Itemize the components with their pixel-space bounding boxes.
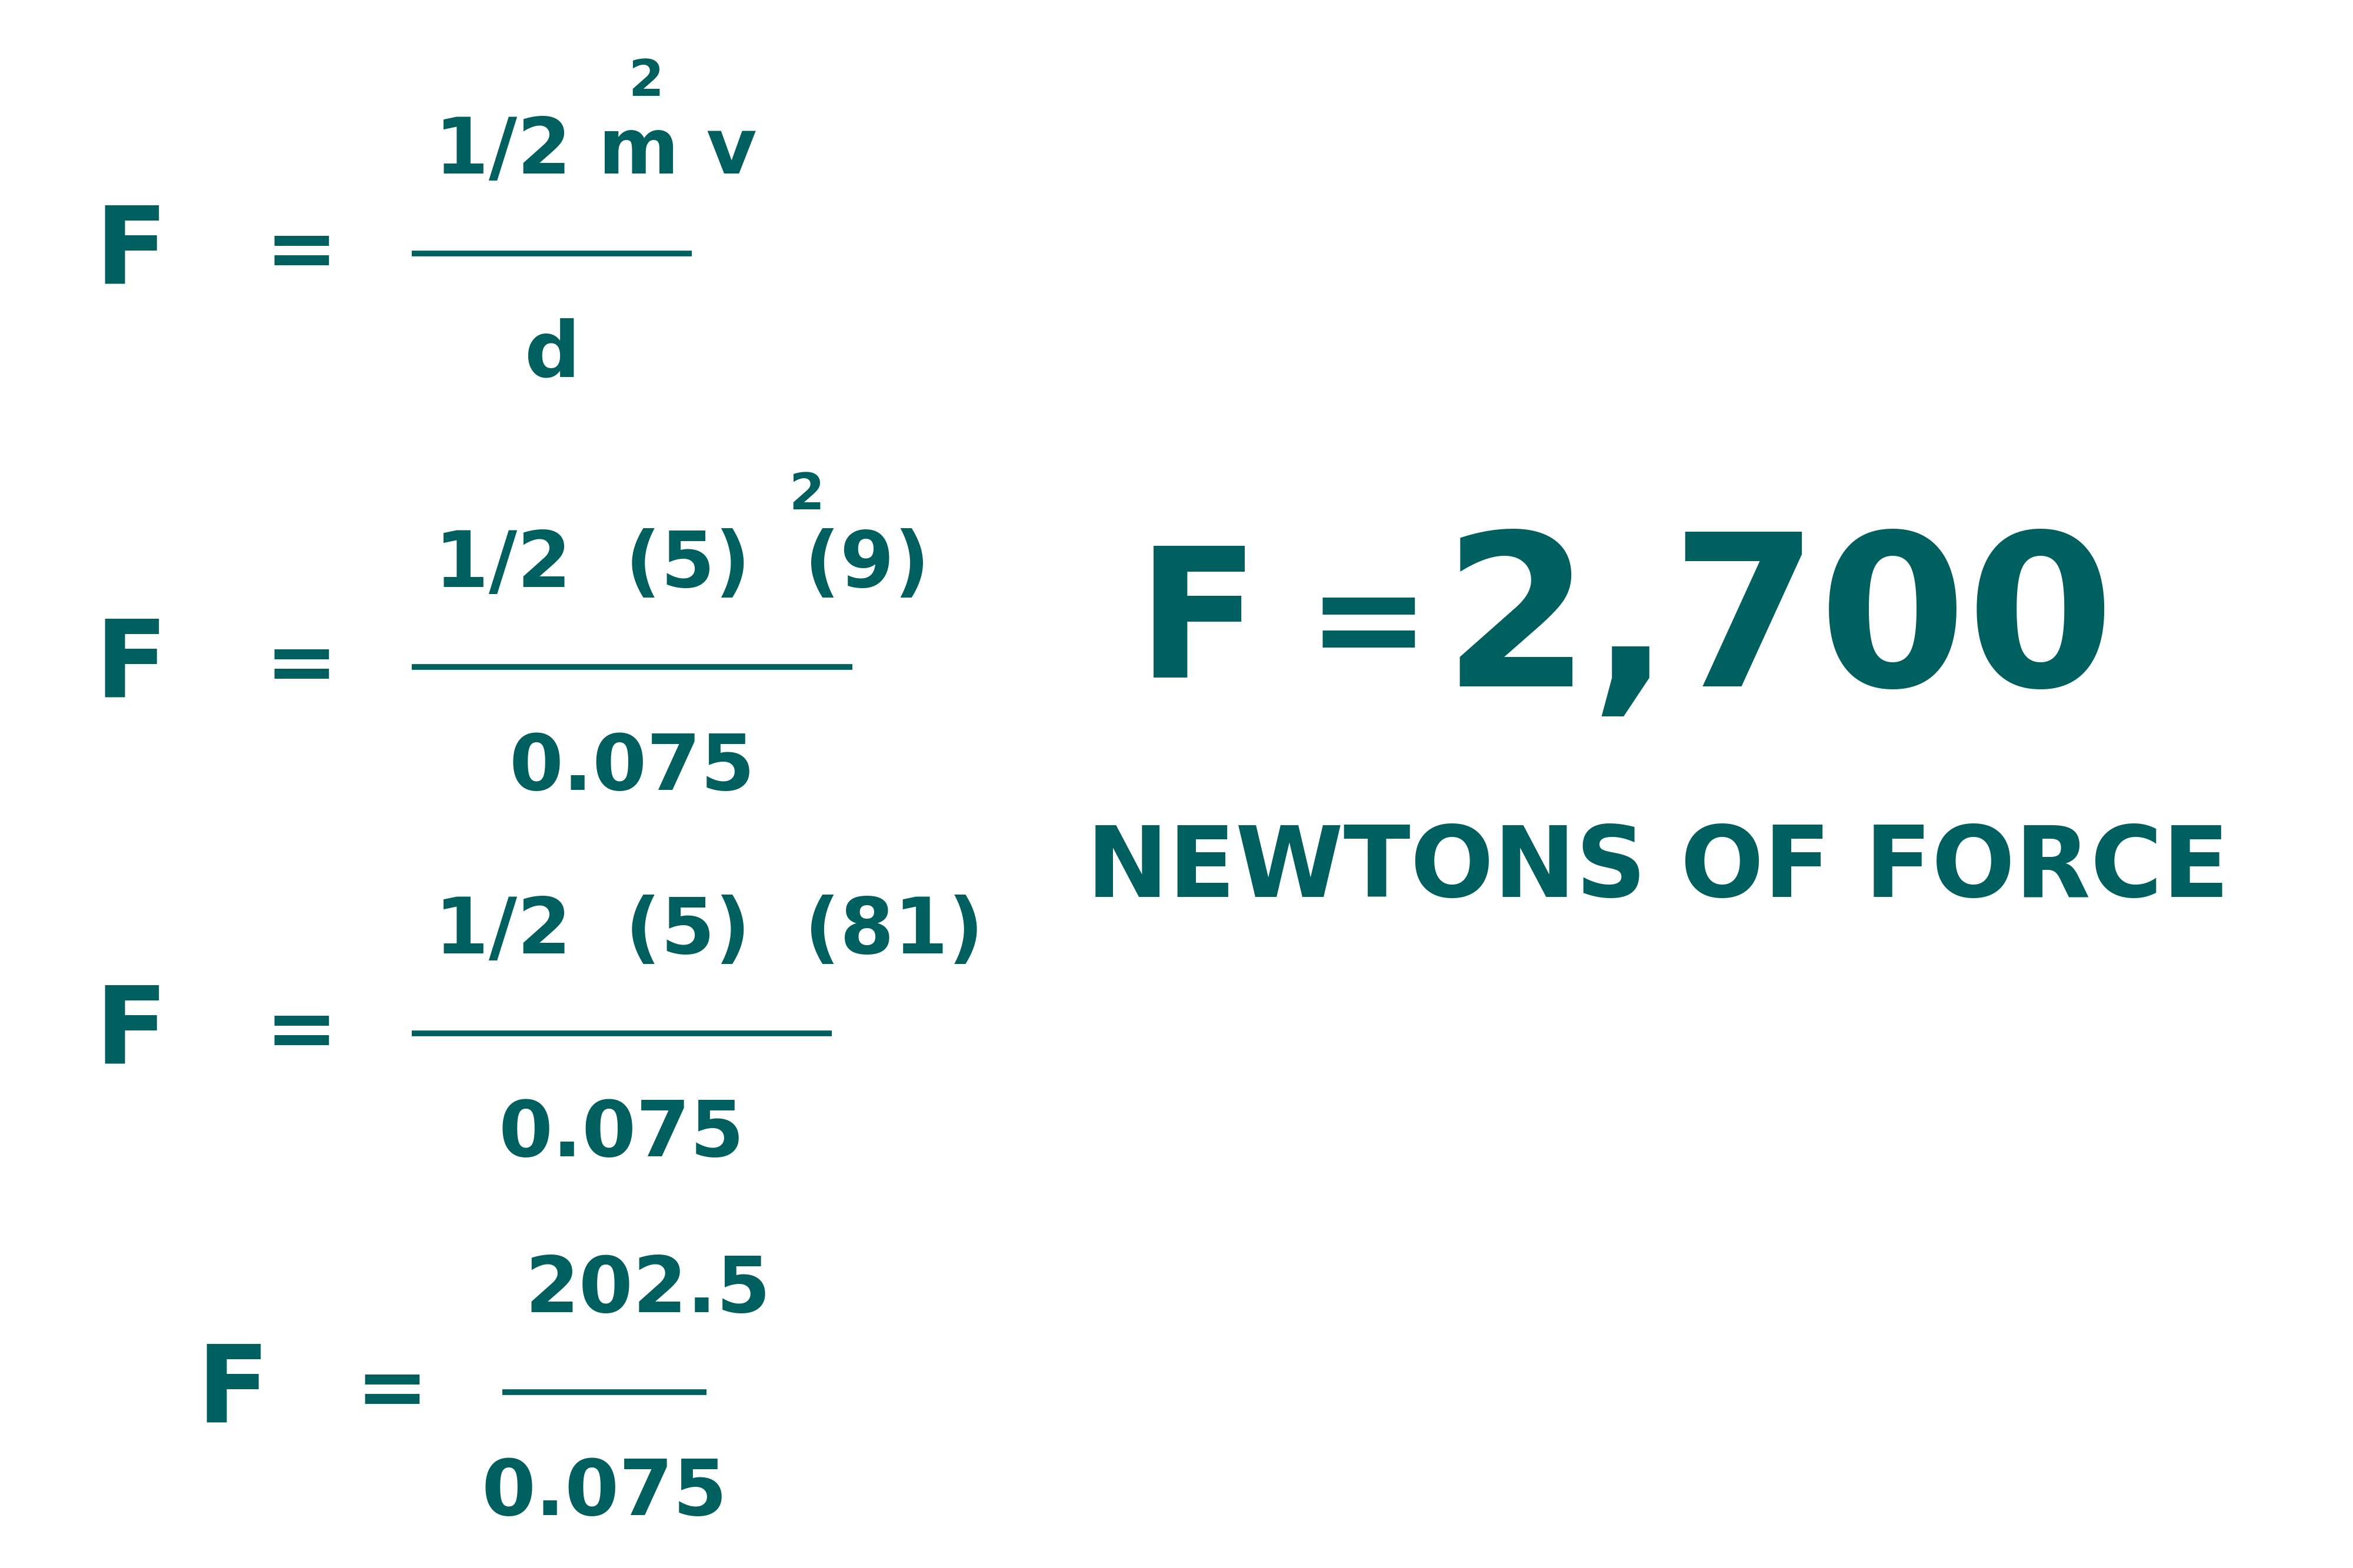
Text: 0.075: 0.075 xyxy=(499,1098,744,1173)
Text: 202.5: 202.5 xyxy=(525,1253,772,1328)
Text: F: F xyxy=(94,982,167,1085)
Text: 2: 2 xyxy=(628,58,664,107)
Text: F: F xyxy=(1136,541,1259,715)
Text: d: d xyxy=(525,318,579,392)
Text: =: = xyxy=(355,1350,428,1435)
Text: NEWTONS OF FORCE: NEWTONS OF FORCE xyxy=(1087,822,2231,917)
Text: =: = xyxy=(1306,557,1431,699)
Text: 2,700: 2,700 xyxy=(1442,525,2115,731)
Text: 1/2 m v: 1/2 m v xyxy=(435,114,758,190)
Text: =: = xyxy=(264,991,336,1076)
Text: F: F xyxy=(198,1341,268,1444)
Text: =: = xyxy=(264,212,336,296)
Text: 1/2  (5)  (9): 1/2 (5) (9) xyxy=(435,528,929,604)
Text: F: F xyxy=(94,202,167,306)
Text: 0.075: 0.075 xyxy=(482,1457,727,1530)
Text: =: = xyxy=(264,624,336,709)
Text: 1/2  (5)  (81): 1/2 (5) (81) xyxy=(435,895,984,969)
Text: F: F xyxy=(94,615,167,718)
Text: 2: 2 xyxy=(788,470,824,521)
Text: 0.075: 0.075 xyxy=(508,731,755,806)
